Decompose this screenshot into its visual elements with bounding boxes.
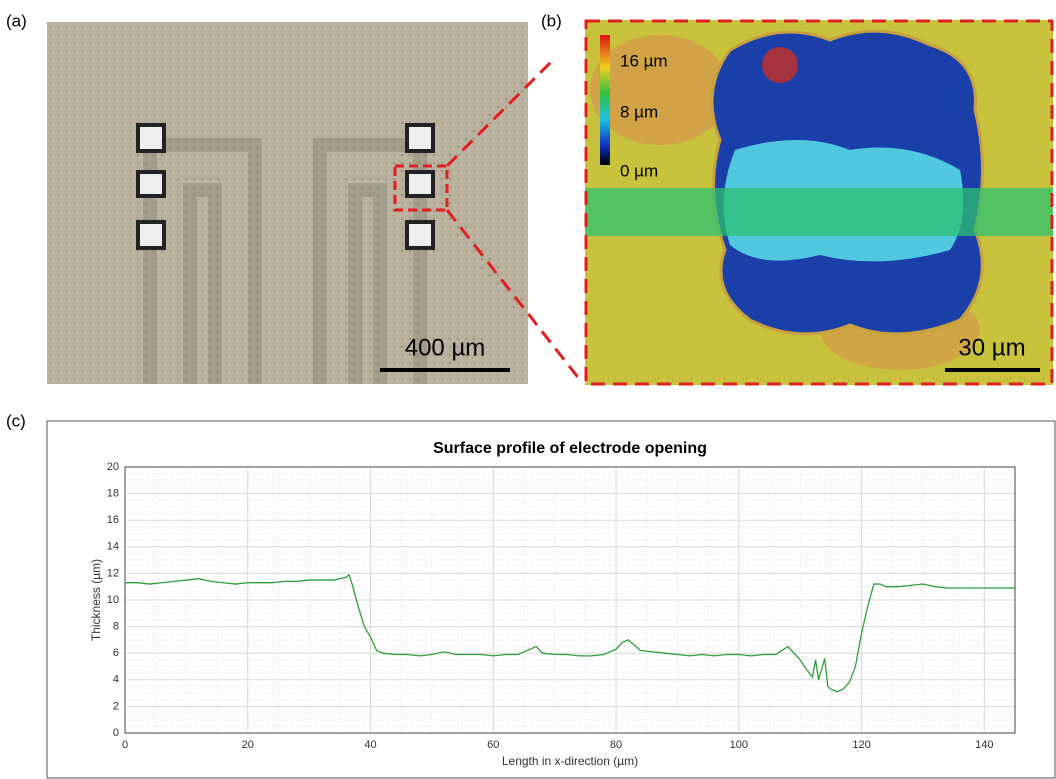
y-tick-label: 8 <box>113 621 119 633</box>
x-tick-label: 120 <box>852 739 870 751</box>
panel-label: (b) <box>541 11 562 30</box>
chart-title: Surface profile of electrode opening <box>433 440 707 457</box>
y-tick-label: 2 <box>113 700 119 712</box>
colorbar-label: 16 µm <box>620 51 668 70</box>
y-tick-label: 6 <box>113 647 119 659</box>
panel-label: (c) <box>6 411 26 430</box>
x-tick-label: 20 <box>242 739 254 751</box>
y-tick-label: 14 <box>107 541 119 553</box>
height-map-b <box>585 20 1053 385</box>
scale-bar-label: 30 µm <box>958 334 1025 361</box>
x-tick-label: 100 <box>730 739 748 751</box>
figure: (a) 400 µm (b) 16 µm 8 µm 0 µm 30 µm (c)… <box>0 0 1056 779</box>
y-tick-label: 18 <box>107 488 119 500</box>
y-tick-label: 0 <box>113 727 119 739</box>
y-tick-label: 20 <box>107 461 119 473</box>
colorbar-label: 0 µm <box>620 161 658 180</box>
x-tick-label: 40 <box>364 739 376 751</box>
scale-bar-label: 400 µm <box>405 334 486 361</box>
y-tick-label: 4 <box>113 674 119 686</box>
x-tick-label: 0 <box>122 739 128 751</box>
colorbar-label: 8 µm <box>620 102 658 121</box>
x-tick-label: 140 <box>975 739 993 751</box>
y-tick-label: 10 <box>107 594 119 606</box>
micrograph-a <box>47 22 528 384</box>
x-axis-label: Length in x-direction (µm) <box>502 754 638 768</box>
x-tick-label: 80 <box>610 739 622 751</box>
x-tick-label: 60 <box>487 739 499 751</box>
y-tick-label: 12 <box>107 567 119 579</box>
y-tick-label: 16 <box>107 514 119 526</box>
y-axis-label: Thickness (µm) <box>89 559 103 641</box>
panel-label: (a) <box>6 11 27 30</box>
